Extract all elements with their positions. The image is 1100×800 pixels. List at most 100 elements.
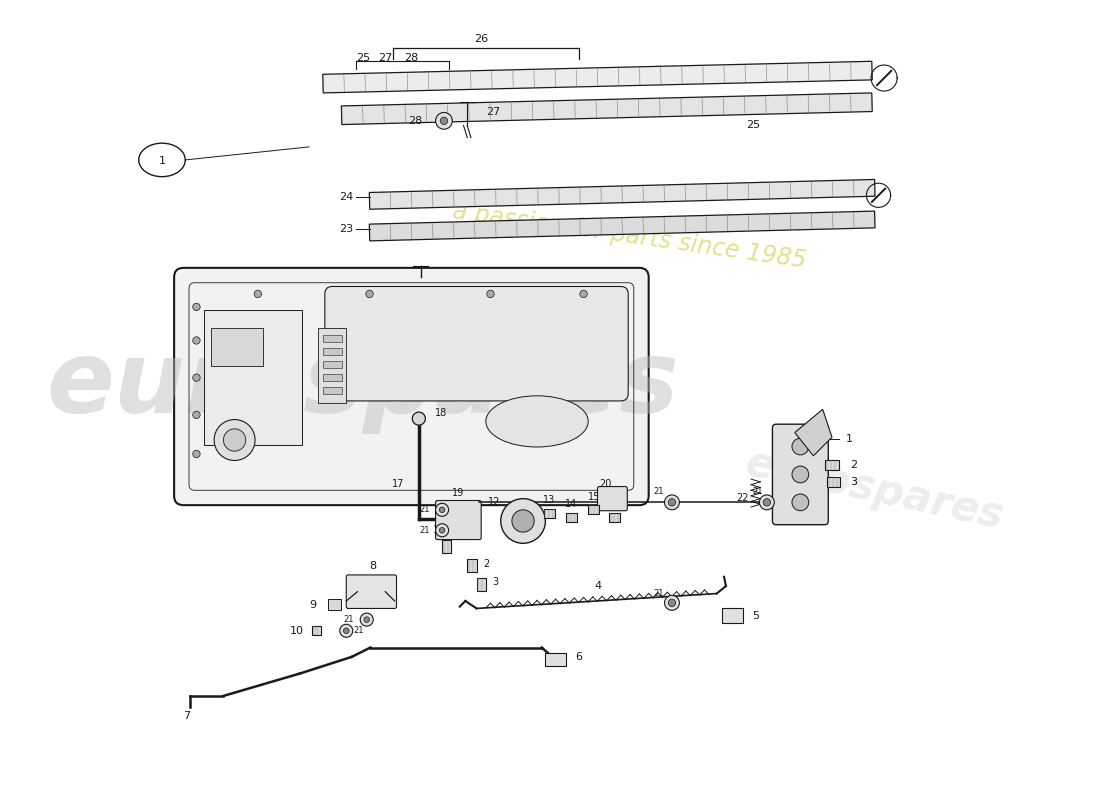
Bar xyxy=(827,478,840,486)
Circle shape xyxy=(192,411,200,418)
Bar xyxy=(588,505,600,514)
Text: 27: 27 xyxy=(378,54,393,63)
Circle shape xyxy=(668,498,675,506)
Text: 17: 17 xyxy=(392,478,404,489)
Text: 25: 25 xyxy=(747,121,760,130)
Text: 16: 16 xyxy=(608,499,620,510)
Text: 1: 1 xyxy=(158,156,165,166)
Circle shape xyxy=(500,498,546,543)
Bar xyxy=(323,361,342,368)
Circle shape xyxy=(412,412,426,425)
Bar xyxy=(608,513,619,522)
Text: 2: 2 xyxy=(850,460,858,470)
FancyBboxPatch shape xyxy=(436,501,481,539)
Text: 9: 9 xyxy=(309,600,317,610)
Circle shape xyxy=(214,419,255,461)
Text: 19: 19 xyxy=(452,488,464,498)
Bar xyxy=(323,335,342,342)
Bar xyxy=(825,461,838,470)
FancyBboxPatch shape xyxy=(174,268,649,505)
Text: 8: 8 xyxy=(368,561,376,570)
FancyBboxPatch shape xyxy=(772,424,828,525)
Bar xyxy=(323,387,342,394)
Text: 2: 2 xyxy=(483,558,490,569)
Text: eurospares: eurospares xyxy=(741,442,1008,538)
Bar xyxy=(468,559,476,572)
Circle shape xyxy=(364,617,370,622)
Circle shape xyxy=(436,113,452,130)
Circle shape xyxy=(192,337,200,344)
Polygon shape xyxy=(322,62,872,93)
Text: 27: 27 xyxy=(486,106,500,117)
Text: 3: 3 xyxy=(850,477,858,487)
Circle shape xyxy=(366,290,373,298)
Text: 23: 23 xyxy=(340,224,354,234)
Text: eurospares: eurospares xyxy=(46,337,680,434)
Bar xyxy=(546,653,565,666)
FancyBboxPatch shape xyxy=(597,486,627,510)
Text: 28: 28 xyxy=(408,116,422,126)
Circle shape xyxy=(668,599,675,606)
Circle shape xyxy=(580,290,587,298)
Circle shape xyxy=(439,507,444,513)
Text: 21: 21 xyxy=(653,486,664,496)
Text: 28: 28 xyxy=(405,54,418,63)
Circle shape xyxy=(512,510,535,532)
Circle shape xyxy=(792,494,808,510)
Circle shape xyxy=(440,117,448,125)
Text: 10: 10 xyxy=(289,626,304,636)
Text: 5: 5 xyxy=(752,611,759,621)
Text: 18: 18 xyxy=(434,408,447,418)
Bar xyxy=(442,539,451,553)
Polygon shape xyxy=(795,410,832,456)
Circle shape xyxy=(192,374,200,382)
Text: 20: 20 xyxy=(598,478,612,489)
Text: 25: 25 xyxy=(356,54,370,63)
Circle shape xyxy=(439,527,444,533)
Text: 13: 13 xyxy=(543,495,556,506)
Ellipse shape xyxy=(486,396,588,447)
Bar xyxy=(565,513,578,522)
Text: 21: 21 xyxy=(354,626,364,635)
Circle shape xyxy=(360,613,373,626)
Text: 22: 22 xyxy=(736,493,748,502)
Text: 21: 21 xyxy=(343,615,354,624)
FancyBboxPatch shape xyxy=(324,286,628,401)
Circle shape xyxy=(792,466,808,483)
Circle shape xyxy=(436,524,449,537)
Circle shape xyxy=(763,498,771,506)
Text: 21: 21 xyxy=(419,506,430,514)
Circle shape xyxy=(254,290,262,298)
Text: 21: 21 xyxy=(419,526,430,534)
Bar xyxy=(311,626,321,635)
Bar xyxy=(328,599,341,610)
Circle shape xyxy=(192,303,200,310)
Text: 4: 4 xyxy=(594,581,601,591)
Bar xyxy=(318,328,346,402)
Text: 3: 3 xyxy=(493,578,498,587)
Bar xyxy=(476,578,486,590)
Polygon shape xyxy=(370,211,874,241)
Bar xyxy=(211,328,263,366)
Circle shape xyxy=(664,595,680,610)
Bar xyxy=(723,609,743,623)
Text: 15: 15 xyxy=(587,492,600,502)
Circle shape xyxy=(192,450,200,458)
Text: 21: 21 xyxy=(752,486,762,496)
Bar xyxy=(323,374,342,382)
Circle shape xyxy=(759,495,774,510)
Text: 24: 24 xyxy=(340,192,354,202)
Text: 12: 12 xyxy=(488,498,501,507)
FancyBboxPatch shape xyxy=(346,575,396,609)
Circle shape xyxy=(664,495,680,510)
Text: 26: 26 xyxy=(474,34,488,44)
Circle shape xyxy=(487,290,494,298)
Circle shape xyxy=(343,628,349,634)
Polygon shape xyxy=(341,93,872,125)
Bar xyxy=(543,509,554,518)
Text: 1: 1 xyxy=(846,434,852,444)
Bar xyxy=(204,310,301,445)
Text: a passion for parts since 1985: a passion for parts since 1985 xyxy=(451,199,807,273)
Text: 14: 14 xyxy=(565,499,578,510)
Polygon shape xyxy=(370,179,874,210)
